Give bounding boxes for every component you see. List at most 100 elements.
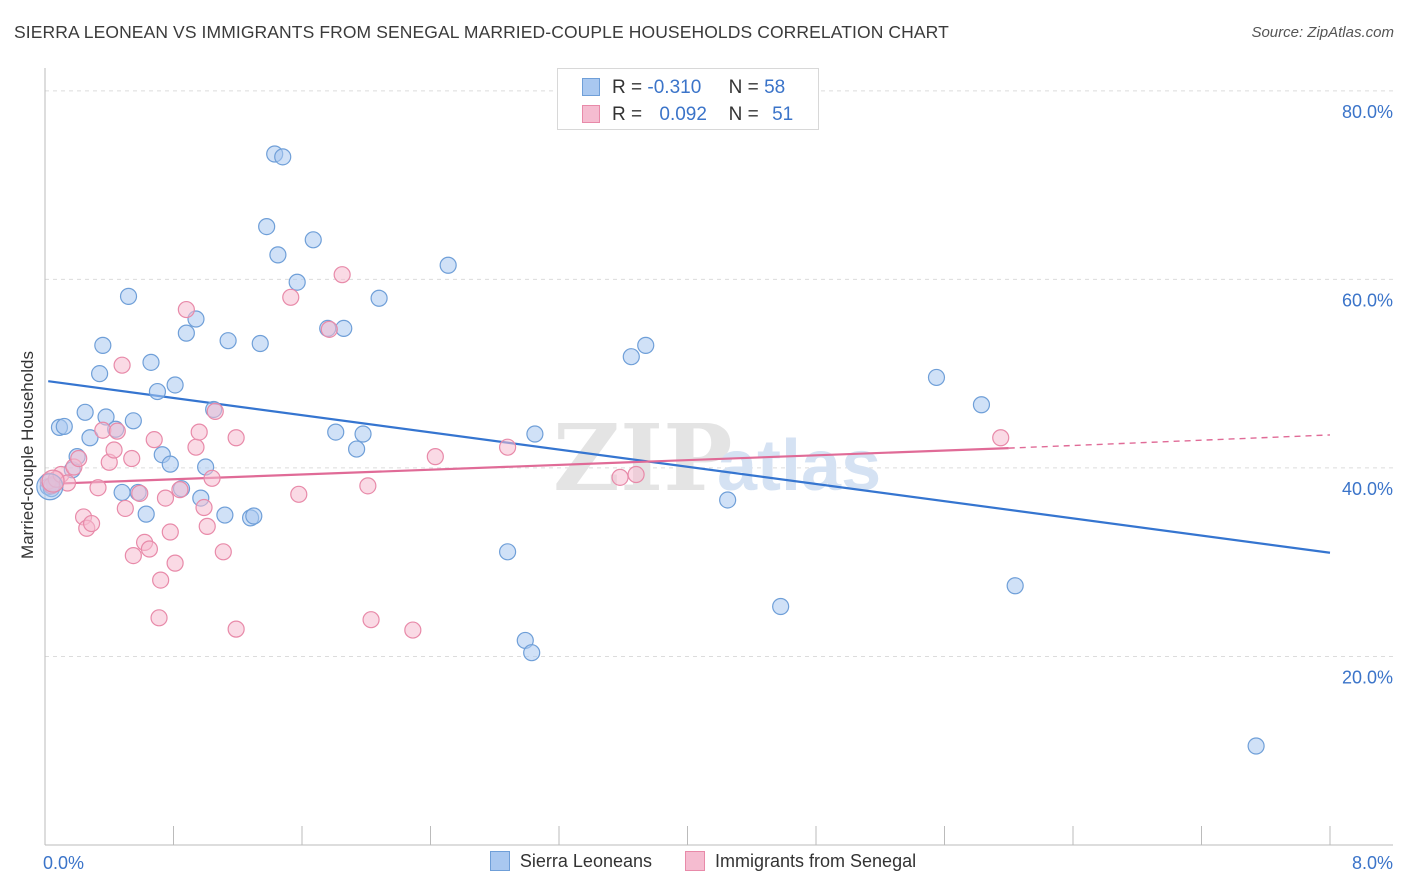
point-senegal <box>156 489 175 507</box>
point-senegal <box>177 300 195 319</box>
point-sierra-leonean <box>719 491 737 509</box>
point-senegal <box>426 448 444 466</box>
point-sierra-leonean <box>119 287 138 305</box>
point-senegal <box>108 422 126 440</box>
trend-line-0 <box>48 380 1331 554</box>
point-senegal <box>214 543 232 561</box>
point-senegal <box>131 484 149 502</box>
point-sierra-leonean <box>772 597 790 616</box>
y-tick-labels: 20.0% 40.0% 60.0% 80.0% <box>1342 102 1393 688</box>
legend-swatch-pink <box>582 105 600 123</box>
legend-row-senegal: R = 0.092 N = 51 <box>582 104 793 126</box>
point-sierra-leonean <box>327 423 345 441</box>
axes <box>44 68 1393 846</box>
point-senegal <box>113 356 131 374</box>
point-sierra-leonean <box>370 289 388 307</box>
point-sierra-leonean <box>274 148 292 166</box>
point-sierra-leonean <box>55 417 73 436</box>
point-senegal <box>333 266 351 284</box>
point-sierra-leonean <box>161 455 179 473</box>
point-sierra-leonean <box>91 365 109 383</box>
point-senegal <box>290 485 308 503</box>
y-tick-label: 40.0% <box>1342 479 1393 499</box>
point-senegal <box>190 423 208 441</box>
point-sierra-leonean <box>219 332 237 350</box>
n-value: 51 <box>772 104 794 125</box>
point-senegal <box>195 498 213 517</box>
point-senegal <box>70 449 88 468</box>
point-sierra-leonean <box>622 348 640 366</box>
point-sierra-leonean <box>288 273 306 291</box>
point-senegal <box>41 469 65 493</box>
legend-swatch-blue <box>489 851 510 871</box>
point-sierra-leonean <box>166 376 184 394</box>
point-sierra-leonean <box>526 425 544 443</box>
data-points <box>36 145 1265 755</box>
legend-item-sierra-leoneans[interactable]: Sierra Leoneans <box>489 851 652 872</box>
point-senegal <box>227 429 245 447</box>
point-senegal <box>82 514 101 533</box>
point-sierra-leonean <box>335 319 353 338</box>
point-senegal <box>282 288 300 306</box>
point-senegal <box>124 546 142 565</box>
point-sierra-leonean <box>177 324 195 342</box>
r-label: R = <box>612 104 643 125</box>
point-sierra-leonean <box>142 353 160 371</box>
point-sierra-leonean <box>637 336 655 354</box>
point-senegal <box>611 468 629 486</box>
point-sierra-leonean <box>439 256 457 274</box>
point-sierra-leonean <box>76 403 94 421</box>
y-tick-label: 80.0% <box>1342 102 1393 122</box>
point-sierra-leonean <box>258 218 276 236</box>
watermark-atlas: atlas <box>717 426 881 506</box>
x-tick-label: 8.0% <box>1352 853 1393 873</box>
watermark-zip: ZIP <box>553 404 732 512</box>
point-senegal <box>198 517 216 535</box>
point-sierra-leonean <box>304 231 322 249</box>
y-tick-label: 20.0% <box>1342 667 1393 687</box>
point-senegal <box>94 421 112 439</box>
x-tick-label: 0.0% <box>43 853 84 873</box>
point-senegal <box>105 441 123 459</box>
source-credit: Source: ZipAtlas.com <box>1251 24 1394 41</box>
legend-row-sierra-leoneans: R = -0.310 N = 58 <box>582 77 785 99</box>
point-sierra-leonean <box>348 440 366 458</box>
point-senegal <box>362 611 380 629</box>
point-sierra-leonean <box>137 505 155 523</box>
n-label: N = <box>728 104 759 125</box>
n-label: N = <box>728 77 759 98</box>
r-value: -0.310 <box>647 77 702 98</box>
point-senegal <box>145 431 163 449</box>
point-sierra-leonean <box>1247 737 1265 755</box>
point-sierra-leonean <box>269 246 287 264</box>
point-sierra-leonean <box>216 506 234 524</box>
point-sierra-leonean <box>94 336 112 354</box>
legend-label: Immigrants from Senegal <box>715 851 917 871</box>
legend-item-senegal[interactable]: Immigrants from Senegal <box>685 851 916 872</box>
point-senegal <box>140 540 159 558</box>
point-sierra-leonean <box>972 396 991 414</box>
point-senegal <box>171 481 189 499</box>
point-senegal <box>123 449 141 468</box>
point-sierra-leonean <box>245 507 263 525</box>
point-senegal <box>152 571 170 589</box>
point-senegal <box>203 469 221 487</box>
r-value: 0.092 <box>659 104 707 125</box>
point-sierra-leonean <box>81 429 99 447</box>
point-senegal <box>404 621 422 639</box>
point-senegal <box>206 402 224 420</box>
point-senegal <box>187 438 205 456</box>
r-label: R = <box>612 77 643 98</box>
point-senegal <box>116 499 134 518</box>
point-senegal <box>627 465 645 484</box>
point-senegal <box>499 438 517 456</box>
point-senegal <box>992 429 1010 447</box>
legend-swatch-blue <box>582 78 600 96</box>
point-sierra-leonean <box>499 543 517 561</box>
grid-lines <box>45 90 1393 657</box>
point-senegal <box>89 479 107 497</box>
series-legend: Sierra Leoneans Immigrants from Senegal <box>0 851 1406 872</box>
point-senegal <box>150 609 168 627</box>
